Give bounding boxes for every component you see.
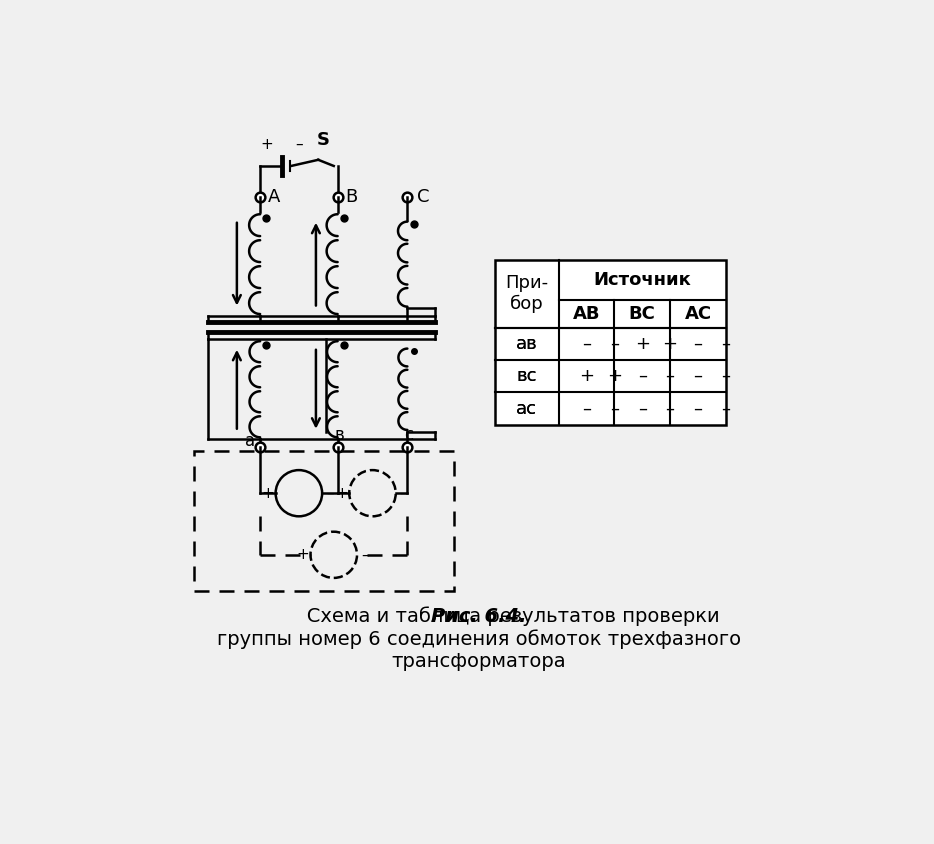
Text: –: –: [295, 137, 303, 152]
Text: Источник: Источник: [593, 271, 691, 289]
Text: ав: ав: [516, 335, 538, 353]
Text: АС: АС: [685, 305, 712, 322]
Text: –: –: [694, 399, 702, 418]
Text: с: с: [404, 425, 414, 444]
Text: +: +: [579, 367, 594, 385]
Text: трансформатора: трансформатора: [391, 652, 566, 671]
Text: +: +: [635, 335, 650, 353]
Text: –: –: [638, 399, 646, 418]
Text: –: –: [666, 367, 674, 385]
Text: –: –: [582, 399, 591, 418]
Text: +: +: [260, 137, 273, 152]
Text: ВС: ВС: [629, 305, 656, 322]
Text: ав: ав: [516, 335, 538, 353]
Text: C: C: [417, 187, 430, 206]
Text: вс: вс: [517, 367, 537, 385]
Text: При-
бор: При- бор: [505, 274, 548, 313]
Text: –: –: [610, 399, 619, 418]
Text: B: B: [346, 187, 358, 206]
Text: ас: ас: [517, 399, 537, 418]
Text: –: –: [582, 335, 591, 353]
Text: a: a: [245, 432, 255, 450]
Text: –: –: [694, 335, 702, 353]
Text: +: +: [262, 485, 275, 500]
Text: в: в: [334, 425, 345, 444]
Text: АВ: АВ: [573, 305, 601, 322]
Text: +: +: [662, 335, 677, 353]
Text: вс: вс: [517, 367, 537, 385]
Text: +: +: [607, 367, 622, 385]
Text: +: +: [335, 485, 347, 500]
Text: –: –: [721, 399, 730, 418]
Text: –: –: [721, 367, 730, 385]
Bar: [495, 260, 726, 425]
Text: Схема и таблица результатов проверки: Схема и таблица результатов проверки: [238, 607, 719, 626]
Bar: [194, 451, 454, 591]
Text: –: –: [638, 367, 646, 385]
Text: A: A: [268, 187, 280, 206]
Text: группы номер 6 соединения обмоток трехфазного: группы номер 6 соединения обмоток трехфа…: [217, 630, 741, 649]
Text: S: S: [318, 131, 331, 149]
Text: ас: ас: [517, 399, 537, 418]
Text: –: –: [361, 547, 369, 562]
Text: –: –: [721, 335, 730, 353]
Text: –: –: [610, 335, 619, 353]
Text: –: –: [666, 399, 674, 418]
Text: Рис. 6.4.: Рис. 6.4.: [431, 607, 527, 626]
Text: –: –: [694, 367, 702, 385]
Text: –: –: [326, 485, 333, 500]
Text: –: –: [400, 485, 407, 500]
Text: +: +: [296, 547, 309, 562]
Bar: [495, 260, 726, 425]
